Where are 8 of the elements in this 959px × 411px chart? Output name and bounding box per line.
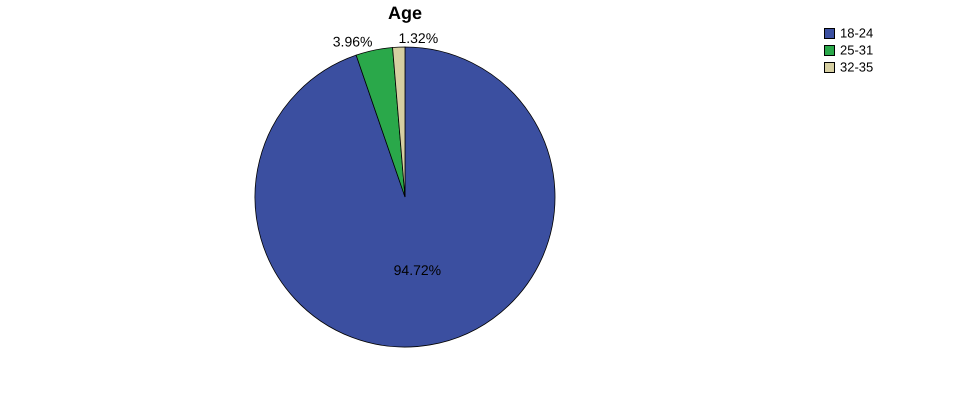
- data-label: 94.72%: [394, 262, 442, 278]
- data-label: 1.32%: [398, 30, 438, 46]
- chart-title: Age: [388, 3, 422, 23]
- legend-label: 32-35: [840, 60, 874, 74]
- legend-label: 18-24: [840, 26, 874, 40]
- pie-slice: [254, 46, 556, 348]
- data-label: 3.96%: [332, 33, 372, 50]
- legend-label: 25-31: [840, 42, 874, 58]
